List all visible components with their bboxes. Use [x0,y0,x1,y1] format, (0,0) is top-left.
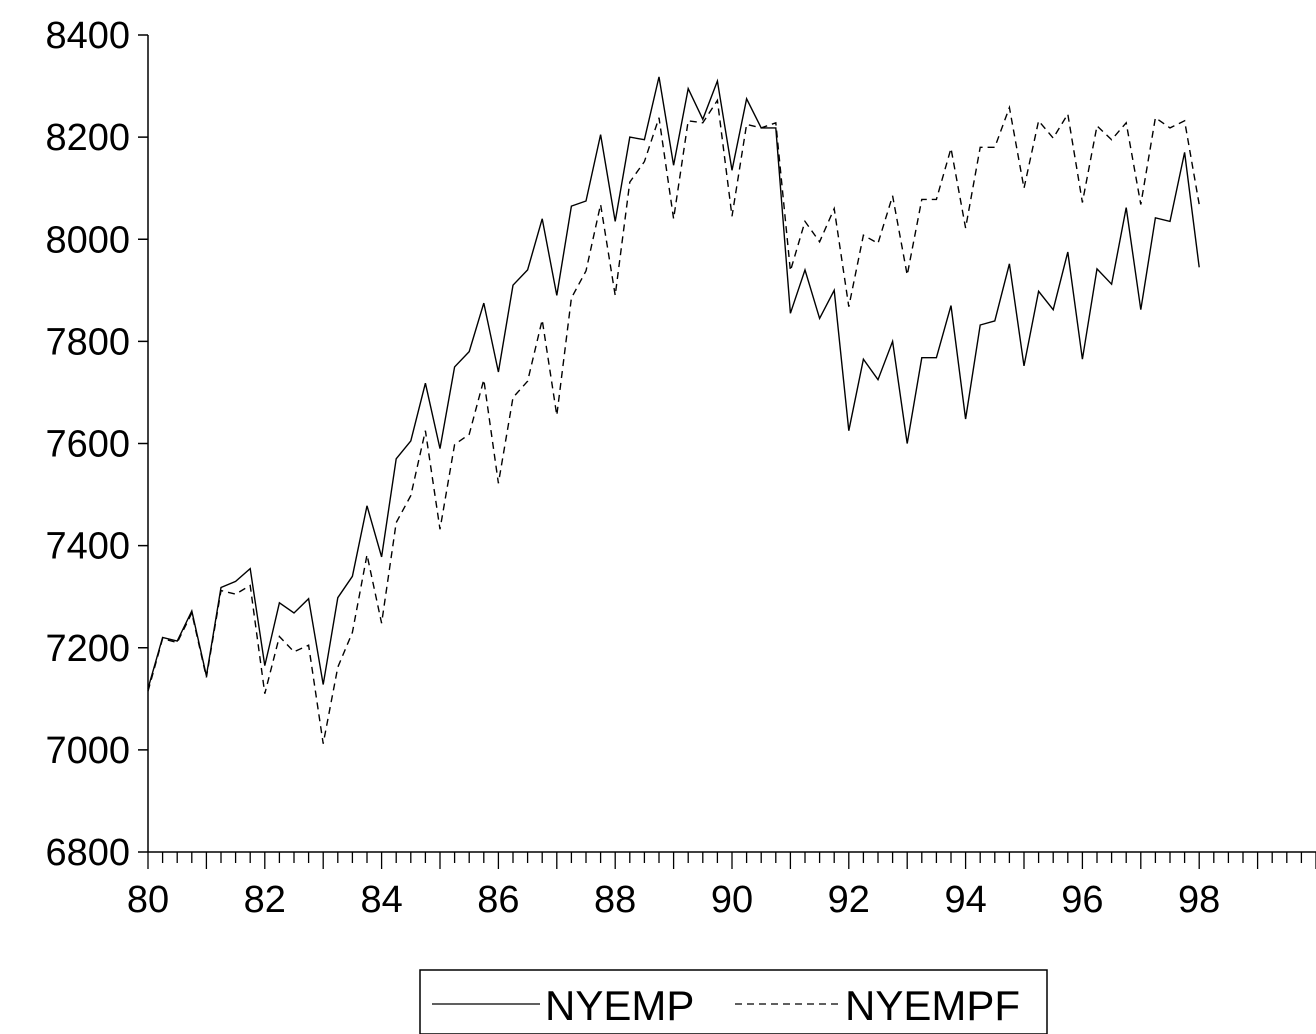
y-tick-label: 7400 [45,526,130,568]
legend-label-nyemp: NYEMP [545,982,694,1029]
series-line-nyempf [147,98,1200,744]
x-tick-label: 80 [127,879,169,921]
x-tick-label: 82 [244,879,286,921]
y-tick-label: 8400 [45,15,130,57]
axes [138,34,1316,869]
y-tick-label: 8000 [45,219,130,261]
series-line-nyemp [147,76,1200,689]
x-tick-label: 86 [477,879,519,921]
y-axis-tick-labels: 6800 7000 7200 7400 7600 7800 8000 8200 8400 [45,15,130,874]
x-tick-label: 92 [828,879,870,921]
y-tick-label: 7200 [45,628,130,670]
x-tick-label: 88 [594,879,636,921]
y-tick-label: 7600 [45,424,130,466]
y-tick-label: 8200 [45,117,130,159]
series-lines [147,76,1200,744]
y-tick-label: 6800 [45,832,130,874]
legend-box [419,969,1048,1034]
legend-label-nyempf: NYEMPF [845,982,1020,1029]
x-tick-label: 84 [360,879,402,921]
legend: NYEMP NYEMPF [419,969,1048,1034]
y-tick-label: 7800 [45,321,130,363]
x-axis-tick-labels: 80 82 84 86 88 90 92 94 96 98 [127,879,1220,921]
x-tick-label: 96 [1061,879,1103,921]
x-tick-label: 94 [944,879,986,921]
x-tick-label: 90 [711,879,753,921]
x-tick-label: 98 [1178,879,1220,921]
y-tick-label: 7000 [45,730,130,772]
